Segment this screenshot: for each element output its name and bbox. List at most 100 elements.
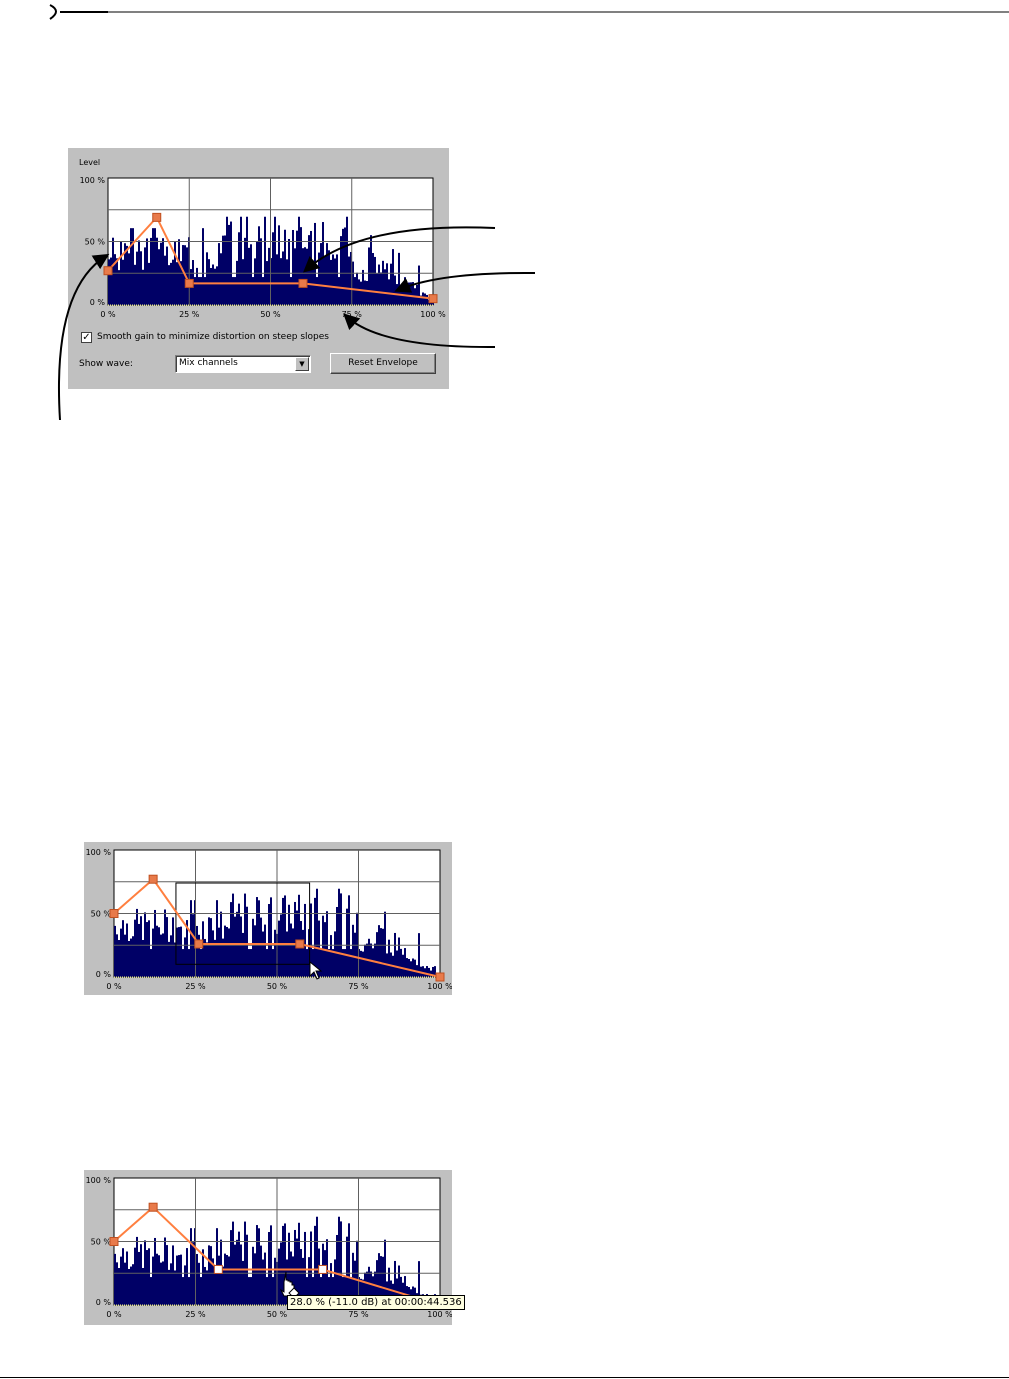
footer-rule (0, 1377, 1009, 1378)
waveform-bar (260, 1245, 262, 1305)
waveform-bar (366, 1271, 368, 1305)
envelope-handle[interactable] (194, 939, 204, 949)
waveform-bar (256, 897, 258, 977)
waveform-bar (348, 895, 350, 977)
waveform-bar (378, 264, 380, 305)
envelope-handle[interactable] (152, 212, 162, 222)
waveform-bar (232, 277, 234, 305)
waveform-bar (298, 894, 300, 977)
waveform-bar (352, 261, 354, 305)
envelope-handle[interactable] (295, 939, 305, 949)
waveform-bar (156, 925, 158, 977)
smooth-gain-checkbox[interactable]: ✓ (81, 332, 92, 343)
envelope-handle[interactable] (103, 266, 113, 276)
waveform-bar (398, 937, 400, 977)
waveform-bar (230, 902, 232, 977)
waveform-bar (366, 281, 368, 305)
waveform-bar (376, 932, 378, 977)
selection-rectangle (175, 882, 311, 965)
waveform-bar (404, 277, 406, 305)
waveform-bar (418, 933, 420, 977)
reset-envelope-button[interactable]: Reset Envelope (330, 353, 436, 374)
envelope-handle[interactable] (109, 1237, 119, 1246)
waveform-bar (156, 237, 158, 305)
waveform-bar (150, 237, 152, 305)
waveform-bar (242, 932, 244, 977)
envelope-handle[interactable] (428, 294, 438, 304)
waveform-bar (148, 920, 150, 977)
waveform-bar (212, 930, 214, 977)
waveform-bar (358, 279, 360, 305)
envelope-handle[interactable] (213, 1264, 223, 1274)
waveform-bar (310, 230, 312, 305)
waveform-bar (316, 277, 318, 305)
waveform-bar (328, 250, 330, 305)
waveform-bar (334, 1259, 336, 1305)
waveform-bar (276, 254, 278, 305)
waveform-bar (322, 1243, 324, 1305)
x-tick-label: 100 % (427, 982, 452, 991)
waveform-bar (180, 261, 182, 305)
envelope-handle[interactable] (148, 874, 158, 884)
waveform-bar (228, 224, 230, 305)
waveform-bar (382, 1256, 384, 1305)
waveform-bar (226, 1254, 228, 1305)
envelope-handle[interactable] (109, 909, 119, 918)
waveform-bar (380, 928, 382, 977)
waveform-bar (360, 281, 362, 305)
envelope-graph-tooltip[interactable]: 100 % 50 % 0 % 0 % 25 % 50 % 75 % 100 % (84, 1170, 452, 1325)
envelope-handle[interactable] (435, 972, 445, 982)
waveform-bar (338, 888, 340, 977)
show-wave-select[interactable]: Mix channels ▼ (175, 355, 311, 373)
waveform-bar (252, 1246, 254, 1305)
waveform-bar (118, 1268, 120, 1305)
waveform-bar (382, 260, 384, 305)
waveform-bar (268, 247, 270, 305)
waveform-bar (266, 949, 268, 977)
waveform-bar (148, 1248, 150, 1305)
envelope-graph[interactable]: 100 % 50 % 0 % 0 % 25 % 50 % 75 % 100 % (68, 148, 449, 328)
waveform-bar (124, 243, 126, 305)
waveform-bar (260, 917, 262, 977)
waveform-bar (196, 267, 198, 305)
waveform-bar (194, 277, 196, 305)
waveform-bar (148, 262, 150, 305)
waveform-bar (258, 900, 260, 977)
waveform-bar (348, 1223, 350, 1305)
waveform-bar (362, 951, 364, 977)
waveform-bar (132, 1264, 134, 1305)
waveform-bar (200, 1277, 202, 1305)
waveform-bar (372, 948, 374, 977)
waveform-bar (430, 970, 432, 977)
envelope-handle[interactable] (298, 278, 308, 288)
waveform-bar (156, 1253, 158, 1305)
waveform-bar (144, 1240, 146, 1305)
waveform-bar (136, 251, 138, 305)
waveform-bar (286, 259, 288, 305)
waveform-bar (126, 245, 128, 305)
x-tick-label: 25 % (179, 310, 200, 319)
header-rule (49, 4, 1009, 20)
envelope-handle[interactable] (148, 1202, 158, 1212)
waveform-bar (372, 253, 374, 305)
waveform-bar (292, 229, 294, 305)
waveform-bar (342, 949, 344, 977)
waveform-bar (200, 277, 202, 305)
waveform-bar (268, 904, 270, 977)
waveform-bar (234, 277, 236, 305)
chevron-down-icon[interactable]: ▼ (295, 357, 309, 371)
envelope-graph-selection[interactable]: 100 % 50 % 0 % 0 % 25 % 50 % 75 % 100 % (84, 842, 452, 995)
waveform-bar (376, 273, 378, 305)
waveform-bar (242, 1260, 244, 1305)
show-wave-value: Mix channels (179, 358, 238, 368)
waveform-bar (330, 259, 332, 305)
waveform-bar (186, 1248, 188, 1305)
waveform-bar (250, 244, 252, 305)
envelope-handle[interactable] (184, 278, 194, 288)
envelope-handle[interactable] (318, 1264, 328, 1274)
waveform-bar (112, 237, 114, 305)
waveform-bar (222, 1266, 224, 1305)
waveform-bar (388, 279, 390, 305)
waveform-bar (208, 1245, 210, 1305)
waveform-bar (284, 895, 286, 977)
